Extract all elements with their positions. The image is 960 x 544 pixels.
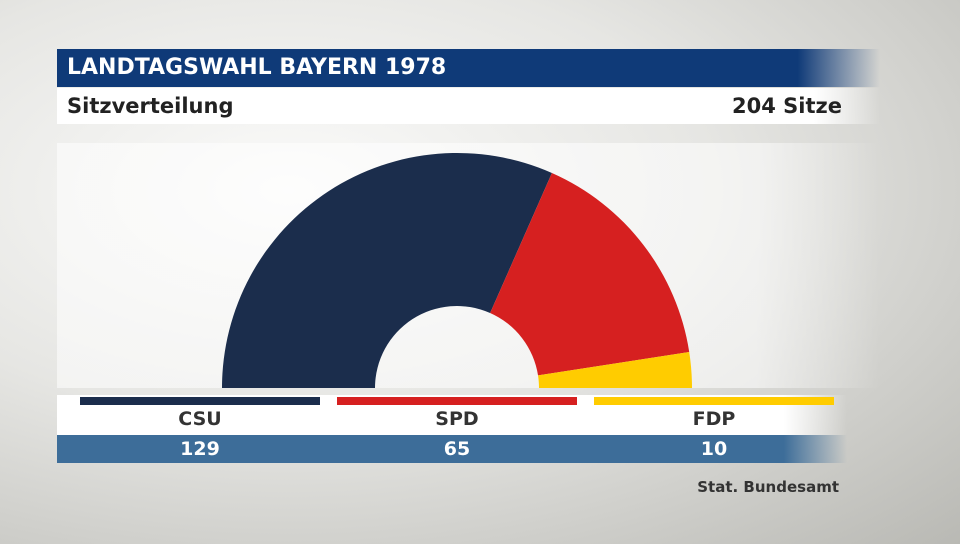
source-label: Stat. Bundesamt bbox=[697, 478, 839, 496]
chart-subtitle-bar: Sitzverteilung 204 Sitze bbox=[57, 88, 880, 124]
legend-swatch-csu bbox=[80, 397, 320, 405]
value-label-fdp: 10 bbox=[700, 438, 728, 460]
slice-fdp bbox=[538, 351, 692, 388]
legend-label-csu: CSU bbox=[178, 408, 222, 430]
slice-spd bbox=[490, 173, 690, 376]
legend-swatch-fdp bbox=[594, 397, 834, 405]
value-label-spd: 65 bbox=[443, 438, 471, 460]
values-bar: 129 65 10 bbox=[57, 435, 847, 463]
chart-subtitle: Sitzverteilung bbox=[67, 94, 234, 118]
legend-swatch-spd bbox=[337, 397, 577, 405]
legend-label-spd: SPD bbox=[435, 408, 479, 430]
total-seats-label: 204 Sitze bbox=[732, 94, 842, 118]
legend-item-fdp: FDP bbox=[594, 395, 834, 435]
legend-item-csu: CSU bbox=[80, 395, 320, 435]
value-label-csu: 129 bbox=[180, 438, 220, 460]
legend-item-spd: SPD bbox=[337, 395, 577, 435]
slice-csu bbox=[222, 153, 552, 388]
legend: CSU SPD FDP bbox=[57, 395, 847, 435]
chart-title: LANDTAGSWAHL BAYERN 1978 bbox=[57, 49, 880, 87]
legend-label-fdp: FDP bbox=[692, 408, 736, 430]
